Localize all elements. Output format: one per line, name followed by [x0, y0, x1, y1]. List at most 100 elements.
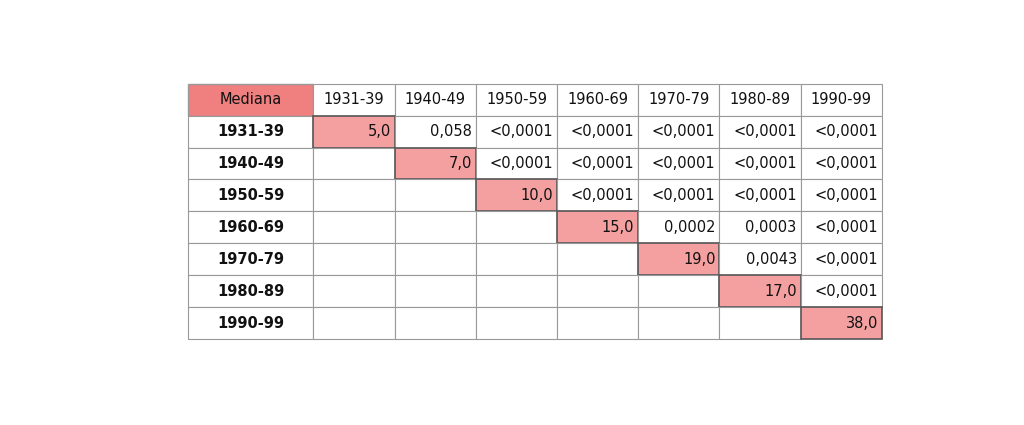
Bar [638, 243, 720, 275]
Text: <0,0001: <0,0001 [570, 188, 634, 203]
Bar [187, 275, 313, 307]
Text: <0,0001: <0,0001 [489, 156, 553, 171]
Bar [720, 116, 801, 147]
Text: 10,0: 10,0 [520, 188, 553, 203]
Bar [720, 243, 801, 275]
Text: <0,0001: <0,0001 [652, 124, 716, 139]
Text: <0,0001: <0,0001 [814, 252, 878, 267]
Bar [638, 179, 720, 211]
Bar [638, 116, 720, 147]
Bar [313, 147, 394, 179]
Bar [801, 275, 882, 307]
Bar [638, 147, 720, 179]
Bar [476, 84, 557, 116]
Text: <0,0001: <0,0001 [814, 188, 878, 203]
Text: <0,0001: <0,0001 [570, 124, 634, 139]
Bar [557, 116, 638, 147]
Bar [557, 179, 638, 211]
Bar [313, 307, 394, 339]
Bar [187, 116, 313, 147]
Bar [557, 211, 638, 243]
Bar [394, 147, 476, 179]
Bar [720, 147, 801, 179]
Text: <0,0001: <0,0001 [814, 124, 878, 139]
Bar [187, 243, 313, 275]
Text: 1950-59: 1950-59 [486, 92, 547, 107]
Text: 1960-69: 1960-69 [567, 92, 628, 107]
Text: 1940-49: 1940-49 [404, 92, 466, 107]
Text: 0,058: 0,058 [430, 124, 472, 139]
Text: 1970-79: 1970-79 [648, 92, 710, 107]
Bar [313, 179, 394, 211]
Bar [801, 179, 882, 211]
Text: 7,0: 7,0 [449, 156, 472, 171]
Text: <0,0001: <0,0001 [652, 156, 716, 171]
Text: Mediana: Mediana [219, 92, 282, 107]
Bar [557, 307, 638, 339]
Bar [394, 243, 476, 275]
Bar [394, 84, 476, 116]
Bar [638, 84, 720, 116]
Bar [638, 307, 720, 339]
Bar [720, 179, 801, 211]
Bar [313, 243, 394, 275]
Bar [476, 116, 557, 147]
Text: 1931-39: 1931-39 [324, 92, 384, 107]
Bar [801, 147, 882, 179]
Bar [557, 243, 638, 275]
Bar [476, 179, 557, 211]
Bar [313, 116, 394, 147]
Text: 1980-89: 1980-89 [729, 92, 791, 107]
Text: 1990-99: 1990-99 [217, 315, 284, 331]
Bar [394, 179, 476, 211]
Text: <0,0001: <0,0001 [733, 188, 797, 203]
Text: <0,0001: <0,0001 [814, 220, 878, 235]
Bar [313, 211, 394, 243]
Bar [801, 307, 882, 339]
Bar [557, 147, 638, 179]
Bar [801, 243, 882, 275]
Bar [720, 275, 801, 307]
Text: 1980-89: 1980-89 [217, 283, 284, 299]
Text: 1950-59: 1950-59 [217, 188, 284, 203]
Bar [476, 307, 557, 339]
Text: 1960-69: 1960-69 [217, 220, 284, 235]
Bar [394, 211, 476, 243]
Bar [801, 116, 882, 147]
Bar [720, 307, 801, 339]
Bar [476, 211, 557, 243]
Bar [638, 275, 720, 307]
Bar [187, 307, 313, 339]
Bar [187, 179, 313, 211]
Text: 0,0003: 0,0003 [745, 220, 797, 235]
Bar [476, 243, 557, 275]
Bar [801, 84, 882, 116]
Text: <0,0001: <0,0001 [814, 156, 878, 171]
Text: <0,0001: <0,0001 [489, 124, 553, 139]
Text: <0,0001: <0,0001 [652, 188, 716, 203]
Bar [313, 84, 394, 116]
Bar [187, 84, 313, 116]
Text: 17,0: 17,0 [764, 283, 797, 299]
Bar [720, 211, 801, 243]
Bar [476, 147, 557, 179]
Text: 0,0043: 0,0043 [745, 252, 797, 267]
Text: 0,0002: 0,0002 [664, 220, 716, 235]
Text: 38,0: 38,0 [846, 315, 878, 331]
Bar [476, 275, 557, 307]
Text: 1931-39: 1931-39 [217, 124, 284, 139]
Text: 19,0: 19,0 [683, 252, 716, 267]
Text: <0,0001: <0,0001 [570, 156, 634, 171]
Bar [801, 211, 882, 243]
Text: 15,0: 15,0 [602, 220, 634, 235]
Bar [394, 116, 476, 147]
Bar [187, 147, 313, 179]
Bar [187, 211, 313, 243]
Bar [557, 84, 638, 116]
Bar [394, 275, 476, 307]
Bar [720, 84, 801, 116]
Text: <0,0001: <0,0001 [733, 156, 797, 171]
Text: <0,0001: <0,0001 [814, 283, 878, 299]
Bar [638, 211, 720, 243]
Text: 5,0: 5,0 [368, 124, 390, 139]
